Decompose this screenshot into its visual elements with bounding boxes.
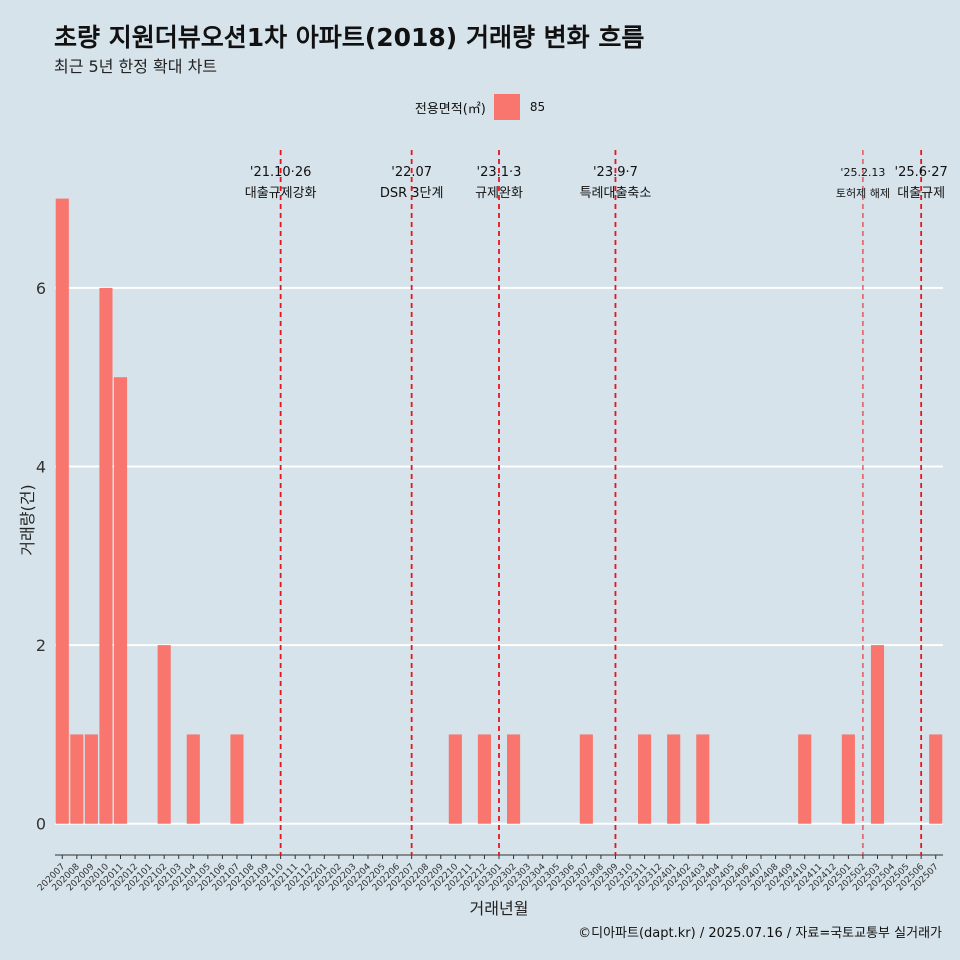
y-tick-label: 4 <box>36 458 46 477</box>
bar <box>507 734 521 824</box>
chart-title: 초량 지원더뷰오션1차 아파트(2018) 거래량 변화 흐름 <box>54 23 645 52</box>
event-date-label: '21.10·26 <box>250 165 311 180</box>
event-label: 대출규제 <box>897 186 945 201</box>
y-tick-label: 2 <box>36 636 46 655</box>
event-label: 대출규제강화 <box>245 186 317 201</box>
bar <box>113 377 128 824</box>
bar <box>186 734 200 824</box>
event-date-label: '23.9·7 <box>593 165 638 180</box>
legend-title: 전용면적(㎡) <box>414 101 486 117</box>
event-label: 토허제 해제 <box>836 186 890 200</box>
bar <box>99 287 113 824</box>
bar <box>84 734 98 824</box>
bar <box>638 734 652 824</box>
bar <box>579 734 593 824</box>
bar <box>157 645 171 824</box>
bar <box>448 734 462 824</box>
y-tick-label: 0 <box>36 815 46 834</box>
bar <box>667 734 681 824</box>
bar <box>230 734 244 824</box>
legend-swatch <box>493 94 520 120</box>
event-date-label: '23.1·3 <box>477 165 522 180</box>
event-label: 규제완화 <box>475 186 523 201</box>
y-tick-label: 6 <box>36 279 46 298</box>
event-date-label: '25.6·27 <box>895 165 948 180</box>
event-label: DSR 3단계 <box>380 186 444 201</box>
bar <box>929 734 943 824</box>
bar <box>55 198 69 824</box>
bar <box>70 734 84 824</box>
bar <box>841 734 855 824</box>
bar <box>798 734 812 824</box>
event-date-label: '25.2.13 <box>840 166 885 179</box>
bar <box>477 734 491 824</box>
bar <box>696 734 710 824</box>
legend-label: 85 <box>529 100 546 114</box>
event-label: 특례대출축소 <box>580 186 652 201</box>
chart-subtitle: 최근 5년 한정 확대 차트 <box>54 57 218 76</box>
legend: 전용면적(㎡) 85 <box>0 94 960 120</box>
event-date-label: '22.07 <box>391 165 432 180</box>
source-caption: ©디아파트(dapt.kr) / 2025.07.16 / 자료=국토교통부 실… <box>578 926 942 941</box>
x-axis-title: 거래년월 <box>470 899 529 918</box>
y-axis-title: 거래량(건) <box>18 484 37 555</box>
bar <box>870 645 885 824</box>
